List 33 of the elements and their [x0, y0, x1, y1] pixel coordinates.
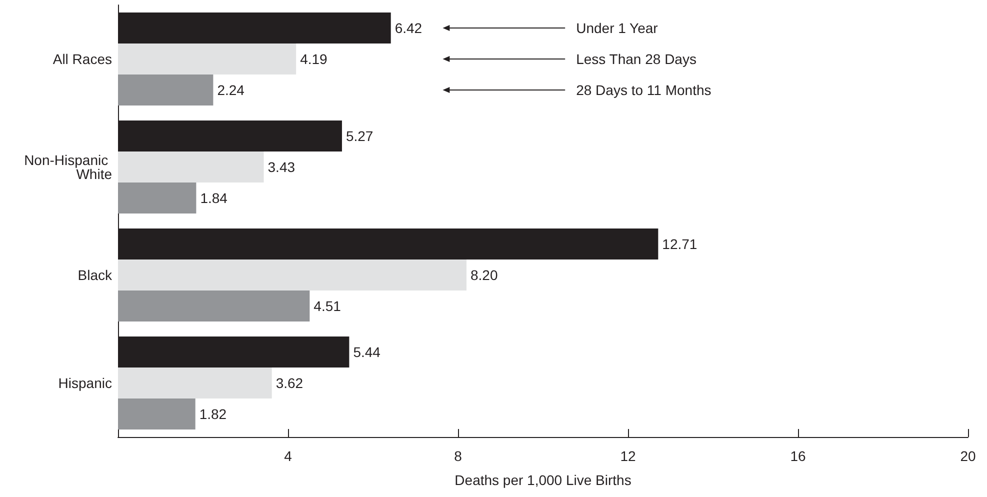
text: Less Than 28 Days — [576, 51, 696, 67]
data-label: 5.27 — [346, 128, 374, 144]
data-label: 4.19 — [300, 51, 328, 67]
bar — [118, 260, 466, 290]
data-label: 5.44 — [353, 344, 381, 360]
bar — [118, 398, 196, 430]
y-tick-label: Hispanic — [58, 375, 112, 391]
data-label: 6.42 — [394, 20, 422, 36]
x-tick-label: 4 — [284, 448, 292, 464]
data-label: 3.62 — [276, 375, 304, 391]
text: Under 1 Year — [576, 20, 658, 36]
data-label: 3.43 — [268, 159, 296, 175]
data-label: 12.71 — [662, 236, 698, 252]
x-tick-label: 20 — [960, 448, 976, 464]
bar — [118, 182, 196, 214]
data-label: 1.82 — [199, 406, 227, 422]
y-tick-label: Black — [78, 267, 113, 283]
x-tick-label: 8 — [454, 448, 462, 464]
data-label: 2.24 — [217, 82, 245, 98]
data-label: 8.20 — [470, 267, 498, 283]
y-tick-label: All Races — [52, 51, 112, 67]
data-label: 1.84 — [200, 190, 228, 206]
bar — [118, 74, 214, 106]
bar — [118, 368, 272, 398]
text: 28 Days to 11 Months — [576, 82, 712, 98]
bar — [118, 152, 264, 182]
y-tick-label: Non-Hispanic White — [24, 152, 112, 182]
x-axis-title: Deaths per 1,000 Live Births — [454, 472, 632, 488]
x-tick-label: 16 — [790, 448, 806, 464]
x-tick-label: 12 — [620, 448, 636, 464]
bar — [118, 290, 310, 322]
bar — [118, 44, 296, 74]
data-label: 4.51 — [314, 298, 342, 314]
